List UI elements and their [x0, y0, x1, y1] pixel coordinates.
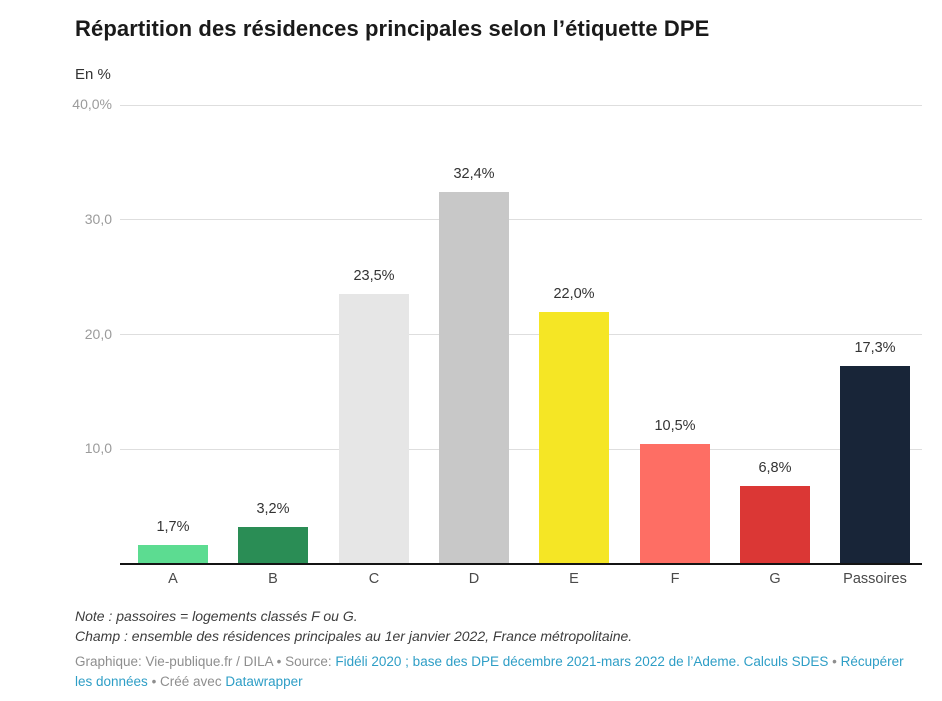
x-axis-label-G: G	[769, 571, 781, 587]
bar-value-label-A: 1,7%	[156, 518, 190, 535]
chart-attribution: Graphique: Vie-publique.fr / DILA • Sour…	[75, 652, 923, 692]
bar-value-label-Passoires: 17,3%	[854, 339, 896, 356]
bar-chart-plot-area: 10,0 20,0 30,0 40,0% 1,7% A 3,2% B 23,5% C 32,4% D 2…	[72, 96, 922, 587]
bar-B	[238, 527, 308, 564]
bar-G	[740, 486, 810, 564]
bar-Passoires	[840, 365, 910, 564]
gridline-20	[120, 334, 922, 335]
attribution-created-with: • Créé avec	[147, 674, 226, 689]
chart-subtitle: En %	[75, 66, 111, 83]
y-tick-label-30: 30,0	[84, 210, 112, 227]
bar-value-label-E: 22,0%	[553, 285, 595, 302]
bar-value-label-D: 32,4%	[453, 166, 495, 183]
gridline-30	[120, 219, 922, 221]
get-data-link[interactable]: Récupérer les données	[75, 654, 904, 689]
bar-C	[339, 294, 409, 564]
x-axis-label-A: A	[168, 571, 178, 587]
x-axis-label-D: D	[468, 571, 480, 587]
bar-value-label-B: 3,2%	[256, 501, 290, 518]
bar-value-label-G: 6,8%	[758, 460, 792, 476]
x-axis-label-F: F	[670, 571, 680, 587]
bar-D	[439, 192, 509, 564]
y-tick-label-10: 10,0	[84, 440, 112, 457]
chart-notes: Note : passoires = logements classés F o…	[75, 606, 925, 646]
x-axis-label-B: B	[268, 571, 278, 587]
y-tick-label-20: 20,0	[84, 325, 112, 342]
note-line: Note : passoires = logements classés F o…	[75, 608, 358, 624]
bar-E	[539, 311, 609, 564]
x-axis-label-E: E	[569, 571, 579, 587]
x-axis-label-Passoires: Passoires	[843, 571, 907, 587]
gridline-10	[120, 448, 922, 450]
bar-A	[138, 544, 208, 564]
x-axis-line	[120, 563, 922, 565]
datawrapper-link[interactable]: Datawrapper	[225, 674, 303, 689]
gridline-40	[120, 104, 922, 106]
attribution-prefix: Graphique: Vie-publique.fr / DILA • Sour…	[75, 654, 336, 669]
chart-title: Répartition des résidences principales s…	[75, 16, 710, 41]
bar-value-label-C: 23,5%	[353, 268, 395, 285]
bar-F	[640, 443, 710, 564]
attribution-separator: •	[828, 654, 841, 669]
bar-value-label-F: 10,5%	[654, 417, 696, 434]
x-axis-label-C: C	[368, 571, 380, 587]
y-tick-label-40: 40,0%	[72, 96, 112, 112]
champ-line: Champ : ensemble des résidences principa…	[75, 628, 633, 644]
source-link[interactable]: Fidéli 2020 ; base des DPE décembre 2021…	[335, 654, 829, 669]
